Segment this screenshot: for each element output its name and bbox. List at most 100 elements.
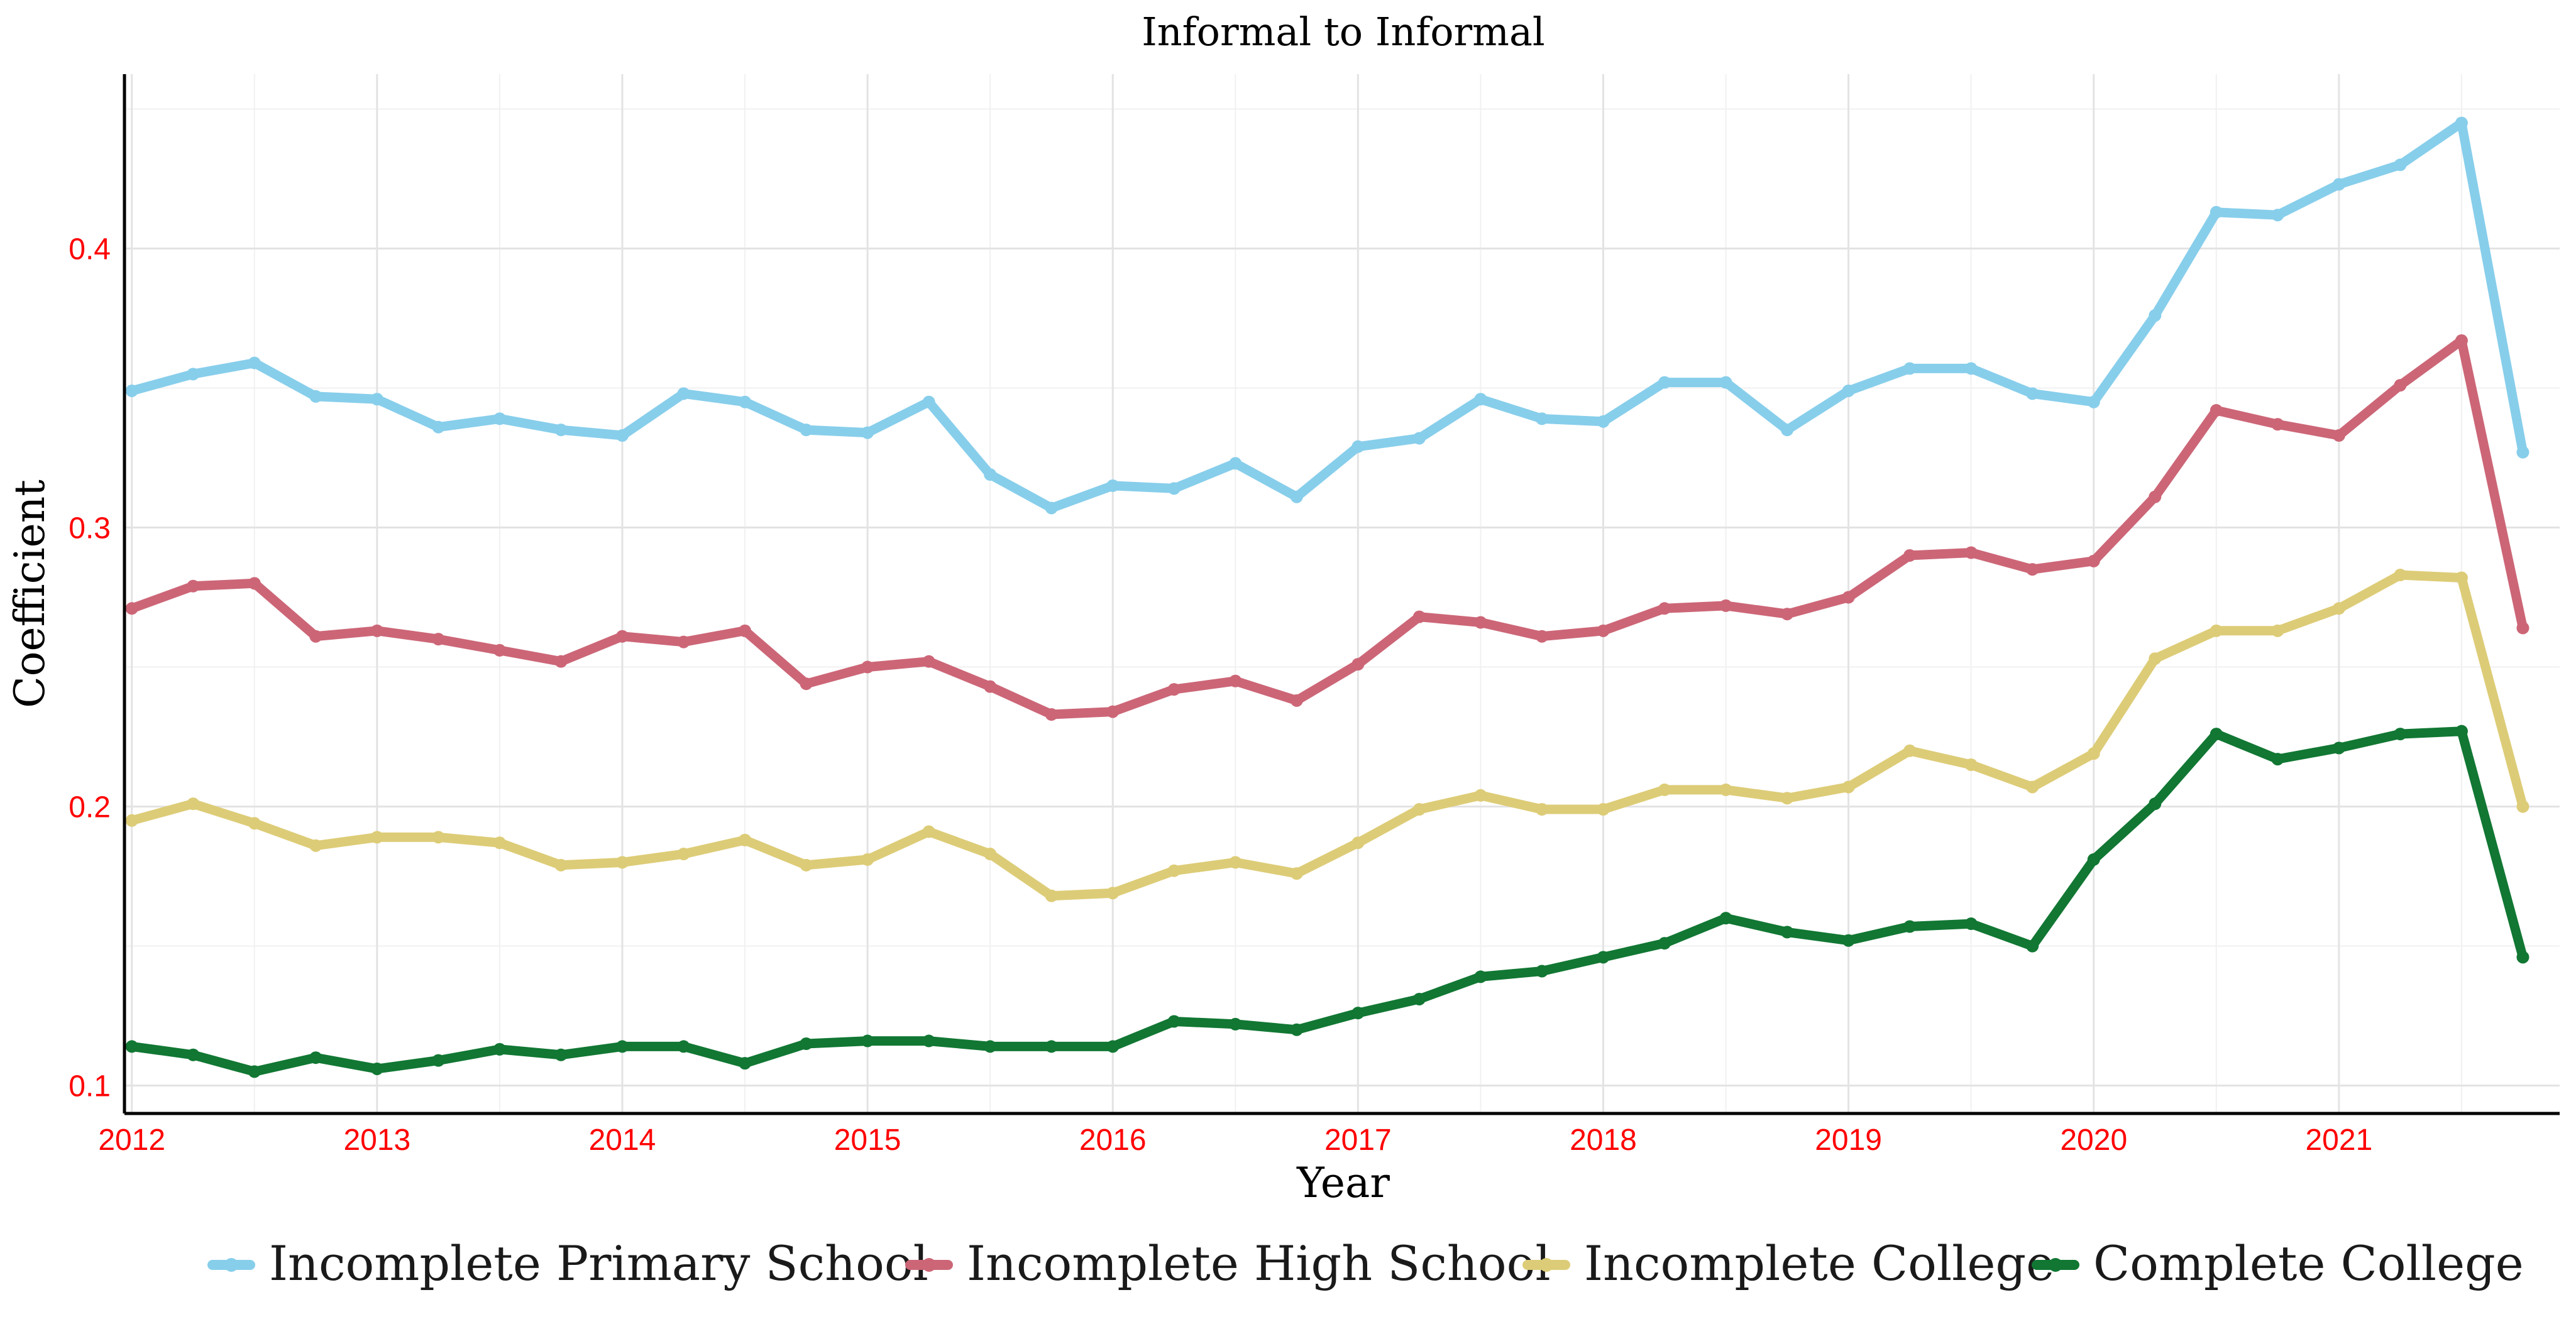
data-point bbox=[1351, 440, 1365, 453]
data-point bbox=[493, 1042, 506, 1056]
data-point bbox=[2516, 800, 2529, 813]
tick-label-layer: 2012 2013 2014 2015 2016 2017 2018 2019 2020 2021… bbox=[69, 233, 2372, 1157]
data-point bbox=[1597, 624, 1610, 637]
x-axis-title: Year bbox=[1296, 1159, 1390, 1207]
legend-item: Incomplete High School bbox=[905, 1235, 1551, 1291]
data-point bbox=[615, 856, 629, 869]
data-point bbox=[187, 797, 200, 811]
data-point bbox=[187, 579, 200, 593]
data-point bbox=[984, 1040, 997, 1053]
x-tick-label: 2020 bbox=[2060, 1124, 2127, 1157]
data-point bbox=[2271, 753, 2284, 766]
data-point bbox=[493, 643, 506, 657]
data-point bbox=[1903, 549, 1917, 562]
series-complete-college bbox=[125, 725, 2529, 1078]
data-point bbox=[125, 602, 138, 615]
data-point bbox=[1903, 362, 1917, 375]
x-tick-label: 2012 bbox=[98, 1124, 165, 1157]
data-point bbox=[800, 858, 813, 872]
data-point bbox=[248, 577, 261, 590]
legend-label: Incomplete High School bbox=[967, 1235, 1551, 1291]
data-point bbox=[2516, 621, 2529, 635]
data-point bbox=[1290, 694, 1303, 707]
data-point bbox=[370, 831, 383, 844]
series-line bbox=[127, 118, 2528, 513]
data-point bbox=[1781, 926, 1794, 939]
data-point bbox=[1474, 393, 1487, 406]
series-layer bbox=[125, 116, 2529, 1078]
data-point bbox=[1351, 836, 1365, 850]
data-point bbox=[1658, 783, 1671, 796]
data-point bbox=[2332, 741, 2345, 755]
data-point bbox=[861, 853, 874, 866]
data-point bbox=[2149, 490, 2162, 503]
data-point bbox=[1719, 912, 1732, 925]
data-point bbox=[554, 858, 568, 872]
data-point bbox=[739, 624, 752, 637]
legend-swatch-marker bbox=[2049, 1258, 2062, 1272]
data-point bbox=[1412, 992, 1426, 1005]
data-point bbox=[800, 424, 813, 437]
data-point bbox=[1658, 602, 1671, 615]
data-point bbox=[1719, 599, 1732, 612]
data-point bbox=[861, 660, 874, 674]
data-point bbox=[2026, 563, 2039, 576]
data-point bbox=[984, 468, 997, 481]
data-point bbox=[1964, 758, 1978, 771]
data-point bbox=[1106, 887, 1120, 900]
data-point bbox=[125, 384, 138, 397]
data-point bbox=[2394, 569, 2407, 582]
data-point bbox=[1167, 482, 1181, 495]
data-point bbox=[984, 680, 997, 693]
data-point bbox=[615, 429, 629, 442]
data-point bbox=[1597, 803, 1610, 816]
legend-label: Complete College bbox=[2093, 1235, 2524, 1291]
data-point bbox=[2026, 939, 2039, 953]
legend: Incomplete Primary School Incomplete High… bbox=[207, 1235, 2524, 1291]
series-incomplete-primary-school bbox=[125, 116, 2529, 515]
data-point bbox=[2149, 797, 2162, 811]
data-point bbox=[1535, 630, 1548, 643]
data-point bbox=[2394, 158, 2407, 172]
data-point bbox=[248, 1065, 261, 1078]
data-point bbox=[1719, 783, 1732, 796]
legend-swatch-marker bbox=[1539, 1258, 1553, 1272]
data-point bbox=[861, 426, 874, 439]
x-tick-label: 2015 bbox=[834, 1124, 901, 1157]
chart-title: Informal to Informal bbox=[1142, 9, 1545, 55]
data-point bbox=[1045, 1040, 1058, 1053]
data-point bbox=[370, 393, 383, 406]
data-point bbox=[2026, 387, 2039, 400]
data-point bbox=[922, 395, 935, 408]
data-point bbox=[2149, 309, 2162, 322]
data-point bbox=[1167, 864, 1181, 877]
data-point bbox=[1719, 376, 1732, 389]
legend-swatch-marker bbox=[922, 1258, 936, 1272]
data-point bbox=[248, 817, 261, 830]
series-line bbox=[127, 336, 2528, 719]
x-tick-label: 2018 bbox=[1570, 1124, 1637, 1157]
data-point bbox=[248, 356, 261, 369]
data-point bbox=[922, 655, 935, 668]
data-point bbox=[861, 1034, 874, 1047]
data-point bbox=[1842, 384, 1855, 397]
data-point bbox=[1290, 1023, 1303, 1036]
data-point bbox=[2271, 624, 2284, 637]
legend-item: Complete College bbox=[2032, 1235, 2524, 1291]
x-tick-label: 2014 bbox=[589, 1124, 656, 1157]
data-point bbox=[739, 395, 752, 408]
data-point bbox=[554, 1048, 568, 1061]
data-point bbox=[615, 1040, 629, 1053]
data-point bbox=[493, 836, 506, 850]
data-point bbox=[1412, 610, 1426, 623]
data-point bbox=[922, 1034, 935, 1047]
data-point bbox=[125, 814, 138, 827]
data-point bbox=[984, 848, 997, 861]
data-point bbox=[2332, 602, 2345, 615]
data-point bbox=[1964, 546, 1978, 559]
data-point bbox=[1535, 412, 1548, 425]
data-point bbox=[2210, 205, 2223, 219]
data-point bbox=[1412, 432, 1426, 445]
data-point bbox=[2394, 728, 2407, 741]
data-point bbox=[309, 630, 322, 643]
